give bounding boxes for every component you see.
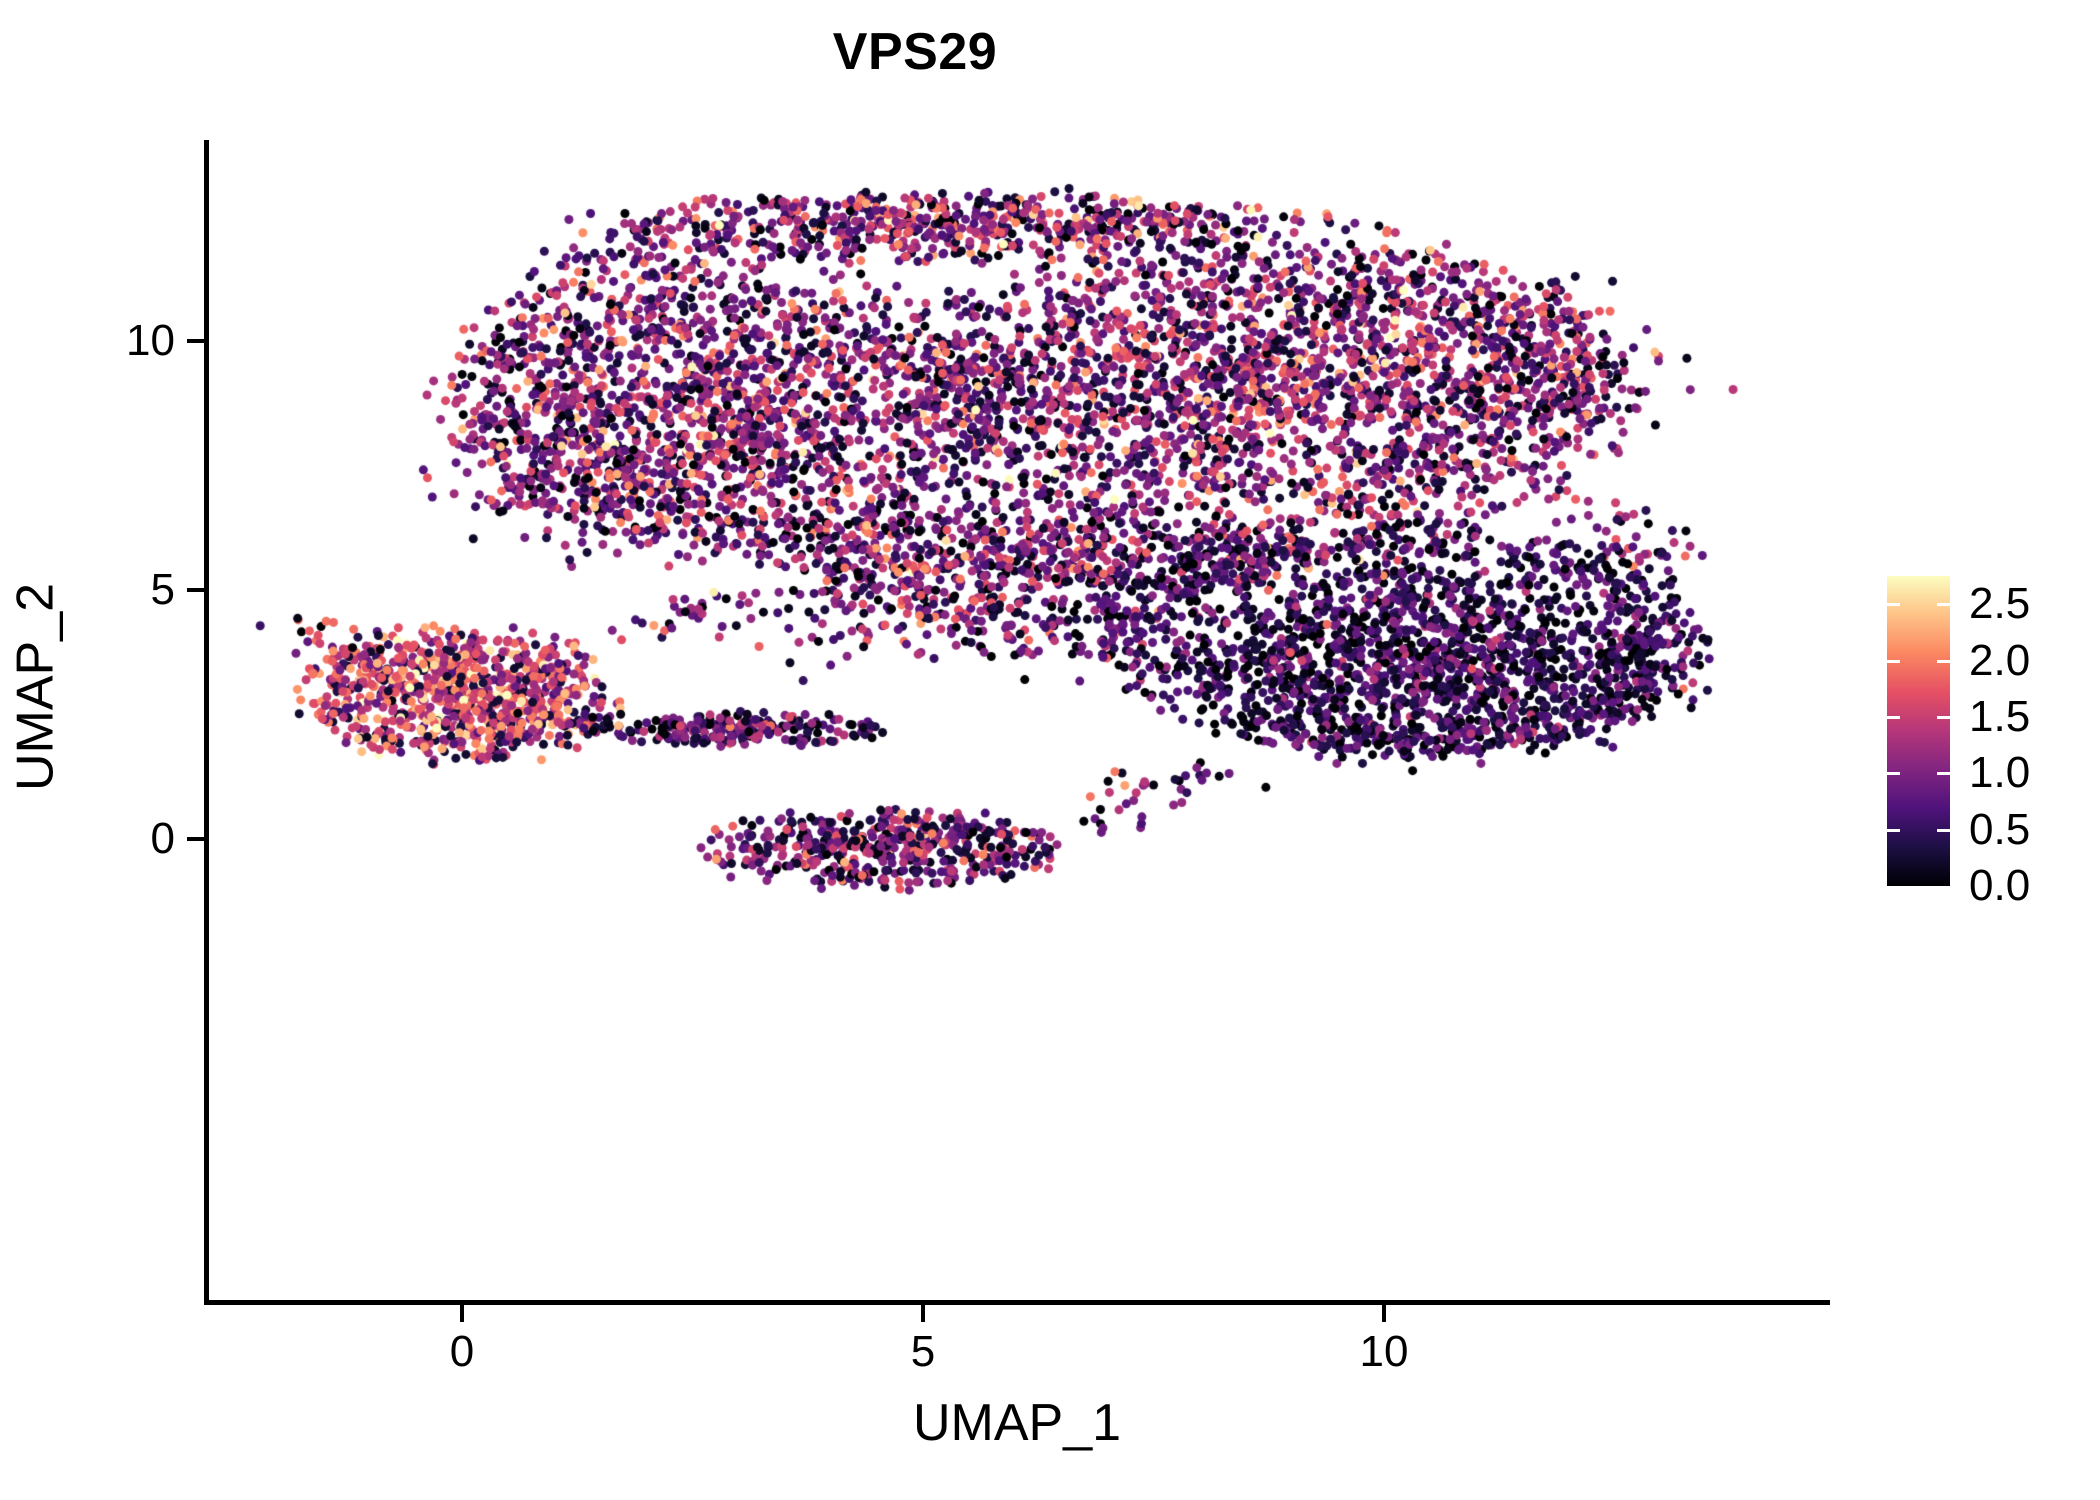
color-legend-tick-mark: [1887, 659, 1950, 663]
x-tick-label: 5: [910, 1327, 936, 1376]
color-legend-tick-mark: [1887, 772, 1950, 776]
y-axis-title: UMAP_2: [6, 582, 65, 792]
x-tick-label: 0: [449, 1327, 475, 1376]
color-legend-tick-label: 1.5: [1969, 691, 2031, 741]
x-tick-mark: [1382, 1305, 1386, 1322]
y-axis-line: [204, 140, 209, 1305]
x-tick-label: 10: [1359, 1327, 1409, 1376]
x-tick-mark: [921, 1305, 925, 1322]
color-legend-tick-label: 2.0: [1969, 635, 2031, 685]
y-tick-mark: [187, 837, 204, 841]
color-legend-gradient-bar: [1887, 576, 1950, 886]
y-tick-label: 10: [126, 316, 175, 365]
x-tick-mark: [460, 1305, 464, 1322]
color-legend-tick-mark: [1887, 828, 1950, 832]
y-tick-label: 0: [150, 814, 175, 863]
color-legend-tick-label: 2.5: [1969, 579, 2031, 629]
y-tick-mark: [187, 588, 204, 592]
color-legend-tick-label: 1.0: [1969, 748, 2031, 798]
color-legend[interactable]: 0.0 0.5 1.0 1.5 2.0 2.5: [1887, 576, 2077, 910]
color-legend-tick-mark: [1887, 603, 1950, 607]
color-legend-tick-label: 0.0: [1969, 861, 2031, 910]
color-legend-tick-mark: [1887, 715, 1950, 719]
x-axis-line: [204, 1300, 1830, 1305]
y-tick-mark: [187, 339, 204, 343]
y-tick-label: 5: [150, 565, 175, 614]
color-legend-tick-label: 0.5: [1969, 804, 2031, 854]
x-axis-title: UMAP_1: [912, 1394, 1122, 1452]
